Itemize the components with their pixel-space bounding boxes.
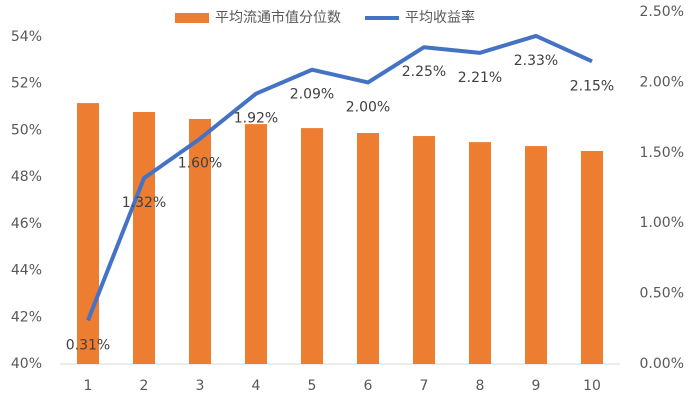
x-tick-label: 4 bbox=[252, 378, 261, 394]
data-label: 2.33% bbox=[514, 53, 558, 69]
x-tick-label: 2 bbox=[140, 378, 149, 394]
y-tick-label: 48% bbox=[11, 169, 42, 185]
bar bbox=[189, 118, 211, 364]
legend-label: 平均收益率 bbox=[405, 9, 475, 26]
y2-tick-label: 0.50% bbox=[640, 286, 684, 302]
y-tick-label: 44% bbox=[11, 263, 42, 279]
x-tick-label: 10 bbox=[583, 378, 601, 394]
legend-swatch bbox=[175, 13, 209, 23]
y-tick-label: 50% bbox=[11, 122, 42, 138]
bar bbox=[301, 128, 323, 364]
x-tick-label: 7 bbox=[420, 378, 429, 394]
x-tick-label: 6 bbox=[364, 378, 373, 394]
y2-tick-label: 0.00% bbox=[640, 356, 684, 372]
line bbox=[86, 33, 593, 322]
data-label: 2.21% bbox=[458, 70, 502, 86]
bar bbox=[77, 103, 99, 365]
data-label: 1.92% bbox=[234, 111, 278, 127]
data-label: 1.60% bbox=[178, 156, 222, 172]
y-tick-label: 54% bbox=[11, 29, 42, 45]
x-tick-label: 1 bbox=[84, 378, 93, 394]
y2-tick-label: 2.50% bbox=[640, 4, 684, 20]
data-label: 2.09% bbox=[290, 87, 334, 103]
x-tick-label: 8 bbox=[476, 378, 485, 394]
y-tick-label: 52% bbox=[11, 76, 42, 92]
data-label: 0.31% bbox=[66, 337, 110, 353]
bar bbox=[525, 146, 547, 364]
y-tick-label: 40% bbox=[11, 356, 42, 372]
x-tick-label: 3 bbox=[196, 378, 205, 394]
data-label: 2.00% bbox=[346, 99, 390, 115]
y2-tick-label: 1.50% bbox=[640, 145, 684, 161]
bar bbox=[413, 136, 435, 364]
y-tick-label: 42% bbox=[11, 309, 42, 325]
y2-tick-label: 2.00% bbox=[640, 74, 684, 90]
data-label: 2.25% bbox=[402, 64, 446, 80]
x-tick-label: 9 bbox=[532, 378, 541, 394]
bar bbox=[357, 132, 379, 364]
data-label: 2.15% bbox=[570, 78, 614, 94]
bar bbox=[469, 142, 491, 364]
bar bbox=[581, 150, 603, 364]
x-tick-label: 5 bbox=[308, 378, 317, 394]
y2-tick-label: 1.00% bbox=[640, 215, 684, 231]
bar bbox=[245, 124, 267, 364]
bar bbox=[133, 111, 155, 364]
data-label: 1.32% bbox=[122, 195, 166, 211]
legend-label: 平均流通市值分位数 bbox=[215, 9, 341, 26]
y-tick-label: 46% bbox=[11, 216, 42, 232]
